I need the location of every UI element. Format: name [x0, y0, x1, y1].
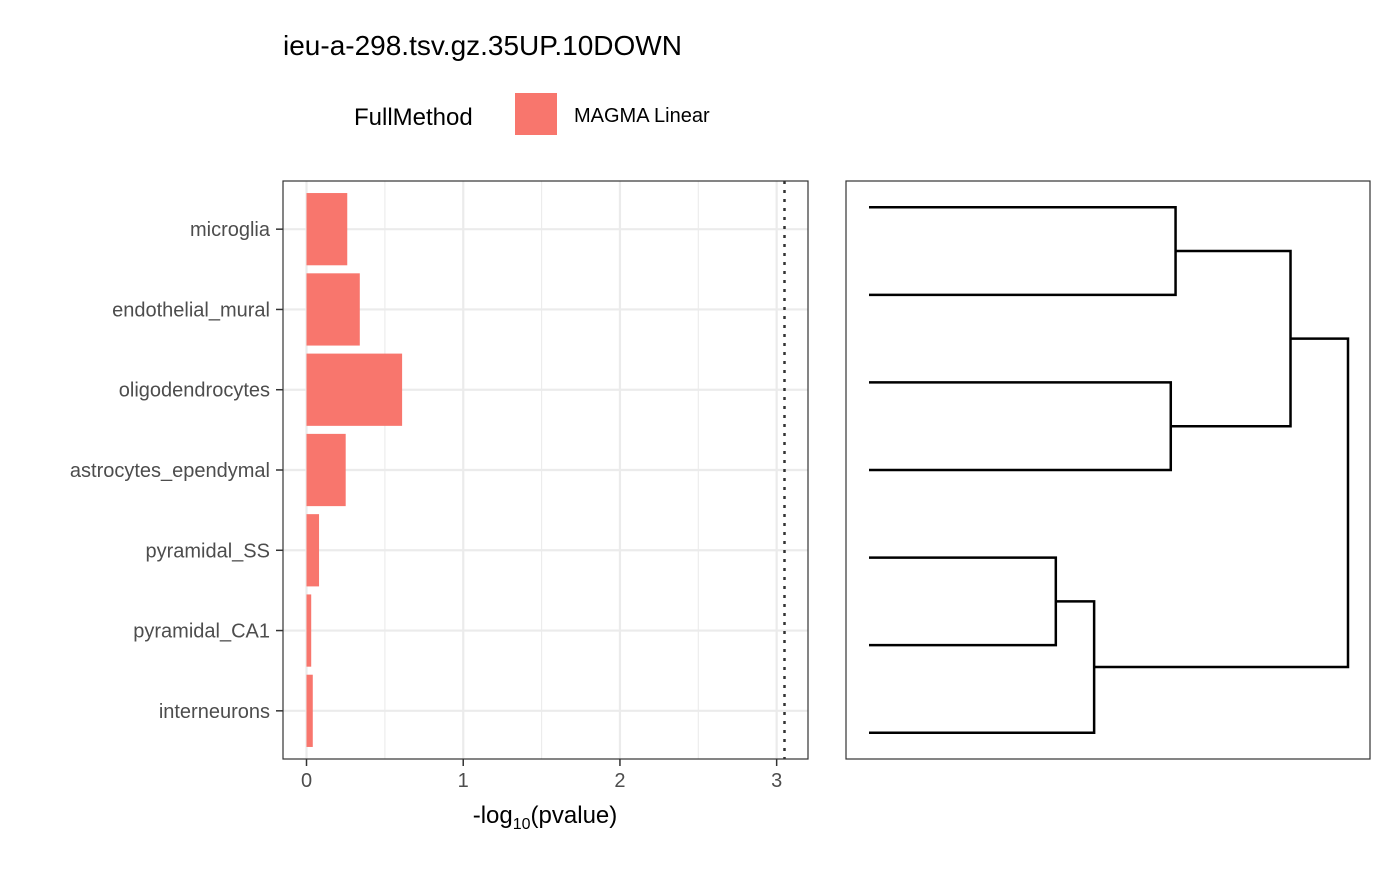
- legend-key-magma-linear: [515, 93, 557, 135]
- x-axis-title-suffix: (pvalue): [531, 802, 618, 829]
- y-tick-label: pyramidal_CA1: [133, 621, 270, 643]
- x-axis: 0 1 2 3: [301, 759, 782, 792]
- bar-oligodendrocytes: [306, 353, 403, 426]
- y-tick-label: oligodendrocytes: [119, 380, 270, 402]
- y-tick-label: pyramidal_SS: [145, 540, 270, 562]
- bar-microglia: [306, 193, 348, 266]
- y-tick-label: astrocytes_ependymal: [70, 460, 270, 482]
- bars: [306, 193, 403, 747]
- bar-interneurons: [306, 674, 313, 747]
- x-axis-title-prefix: -log: [473, 802, 513, 829]
- y-tick-label: endothelial_mural: [112, 299, 270, 321]
- x-axis-title-subscript: 10: [513, 816, 531, 833]
- bar-endothelial-mural: [306, 273, 360, 346]
- x-tick-label: 3: [771, 770, 782, 792]
- x-tick-label: 1: [458, 770, 469, 792]
- dendrogram-panel: [845, 180, 1371, 760]
- x-tick-label: 0: [301, 770, 312, 792]
- dendrogram: [869, 206, 1350, 734]
- y-tick-label: microglia: [190, 219, 271, 241]
- legend-label-magma-linear: MAGMA Linear: [574, 105, 710, 127]
- x-tick-label: 2: [614, 770, 625, 792]
- chart-title: ieu-a-298.tsv.gz.35UP.10DOWN: [283, 30, 682, 61]
- y-axis: microglia endothelial_mural oligodendrocyt…: [70, 219, 283, 723]
- bar-pyramidal-CA1: [306, 594, 312, 667]
- dendrogram-branch: [1094, 337, 1350, 669]
- legend-title: FullMethod: [354, 104, 473, 131]
- bar-pyramidal-SS: [306, 514, 320, 587]
- grid-lines: [283, 181, 808, 759]
- legend: FullMethod MAGMA Linear: [354, 93, 710, 135]
- x-axis-title: -log10(pvalue): [473, 802, 618, 833]
- bar-astrocytes-ependymal: [306, 433, 346, 507]
- bar-panel: microglia endothelial_mural oligodendrocyt…: [70, 180, 809, 833]
- y-tick-label: interneurons: [159, 701, 270, 723]
